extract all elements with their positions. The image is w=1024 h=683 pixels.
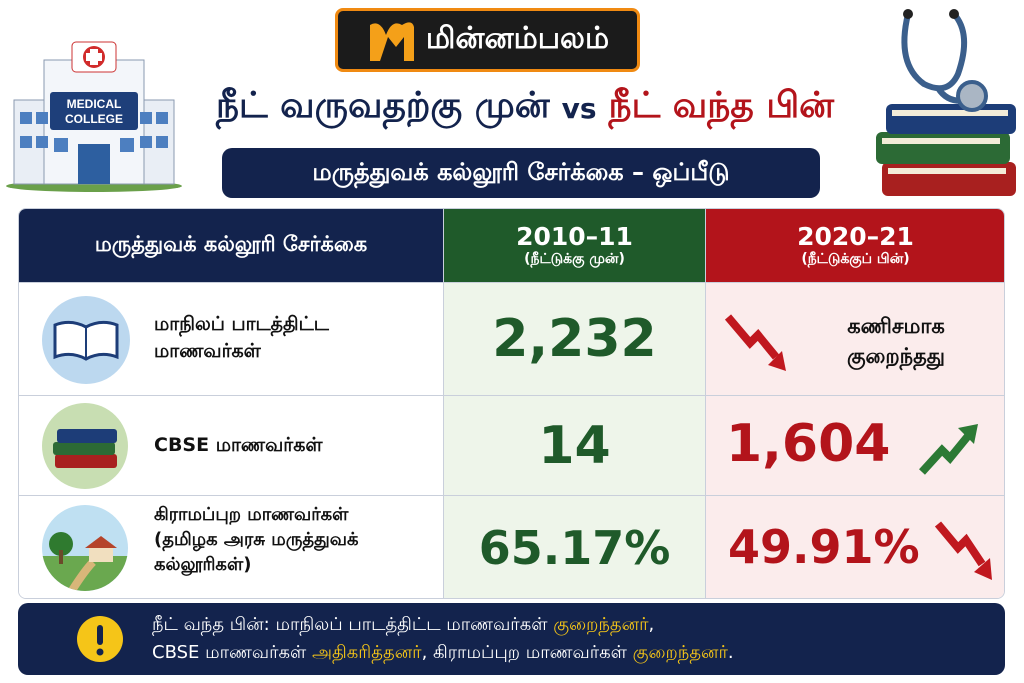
title-before: நீட் வருவதற்கு முன் (215, 85, 550, 126)
after-text: கணிசமாக குறைந்தது (796, 311, 996, 372)
row-label-cell: CBSE மாணவர்கள் (19, 396, 444, 496)
header-col2: 2020–21 (நீட்டுக்குப் பின்) (706, 209, 1004, 283)
highlight: குறைந்தனர் (632, 642, 728, 663)
title-vs: vs (561, 91, 597, 125)
row-label-cell: மாநிலப் பாடத்திட்ட மாணவர்கள் (19, 283, 444, 396)
text: , (648, 614, 655, 635)
books-icon (42, 403, 128, 489)
footer-line: நீட் வந்த பின்: மாநிலப் பாடத்திட்ட மாணவர… (152, 611, 992, 639)
sign-line: COLLEGE (65, 112, 123, 126)
header-year: 2010–11 (516, 222, 633, 251)
up-arrow (919, 424, 978, 475)
sign-line: MEDICAL (67, 97, 122, 111)
logo: மின்னம்பலம் (335, 8, 640, 72)
before-value: 14 (444, 396, 706, 496)
down-arrow (934, 521, 992, 580)
hospital-illustration: MEDICAL COLLEGE (6, 41, 182, 192)
text: , கிராமப்புற மாணவர்கள் (421, 642, 633, 663)
label-line: (தமிழக அரசு மருத்துவக் (154, 529, 359, 551)
footer-line: CBSE மாணவர்கள் அதிகரித்தனர், கிராமப்புற … (152, 639, 992, 667)
books-illustration (876, 9, 1016, 196)
label-line: கிராமப்புற மாணவர்கள் (154, 504, 349, 525)
label-line: மாநிலப் பாடத்திட்ட (154, 313, 329, 335)
book-icon (42, 296, 130, 384)
row-label: மாநிலப் பாடத்திட்ட மாணவர்கள் (154, 311, 329, 364)
header-year: 2020–21 (797, 222, 914, 251)
row-label: கிராமப்புற மாணவர்கள் (தமிழக அரசு மருத்துவ… (154, 502, 359, 578)
text-line: குறைந்தது (846, 344, 946, 369)
footer: நீட் வந்த பின்: மாநிலப் பாடத்திட்ட மாணவர… (18, 603, 1005, 675)
after-value: 49.91% (728, 520, 920, 574)
label-line: கல்லூரிகள்) (154, 554, 252, 576)
row-label: CBSE மாணவர்கள் (154, 432, 323, 459)
header-note: (நீட்டுக்குப் பின்) (801, 251, 910, 267)
logo-icon (369, 22, 414, 61)
text: நீட் வந்த பின்: மாநிலப் பாடத்திட்ட மாணவர… (152, 614, 554, 635)
warning-icon (77, 616, 123, 662)
after-cell: கணிசமாக குறைந்தது (706, 283, 1004, 396)
after-cell: 49.91% (706, 496, 1004, 598)
header-label: மருத்துவக் கல்லூரி சேர்க்கை (19, 209, 444, 283)
header-col1: 2010–11 (நீட்டுக்கு முன்) (444, 209, 706, 283)
before-value: 2,232 (444, 283, 706, 396)
after-value: 1,604 (726, 414, 891, 474)
highlight: குறைந்தனர் (553, 614, 649, 635)
header-note: (நீட்டுக்கு முன்) (524, 251, 625, 267)
title-after: நீட் வந்த பின் (608, 85, 835, 126)
label-line: CBSE மாணவர்கள் (154, 434, 323, 456)
row-label-cell: கிராமப்புற மாணவர்கள் (தமிழக அரசு மருத்துவ… (19, 496, 444, 598)
logo-text: மின்னம்பலம் (425, 20, 610, 56)
subtitle: மருத்துவக் கல்லூரி சேர்க்கை – ஒப்பீடு (222, 148, 820, 198)
label-line: மாணவர்கள் (154, 339, 261, 362)
text: . (727, 642, 734, 663)
text-line: கணிசமாக (847, 314, 945, 338)
table: மருத்துவக் கல்லூரி சேர்க்கை 2010–11 (நீட… (18, 208, 1005, 599)
village-icon (42, 505, 128, 591)
title: நீட் வருவதற்கு முன் vs நீட் வந்த பின் (180, 80, 870, 136)
footer-text: நீட் வந்த பின்: மாநிலப் பாடத்திட்ட மாணவர… (152, 611, 992, 667)
before-value: 65.17% (444, 496, 706, 598)
highlight: அதிகரித்தனர் (312, 642, 422, 663)
down-arrow (724, 314, 786, 371)
text: CBSE மாணவர்கள் (152, 642, 313, 663)
after-cell: 1,604 (706, 396, 1004, 496)
